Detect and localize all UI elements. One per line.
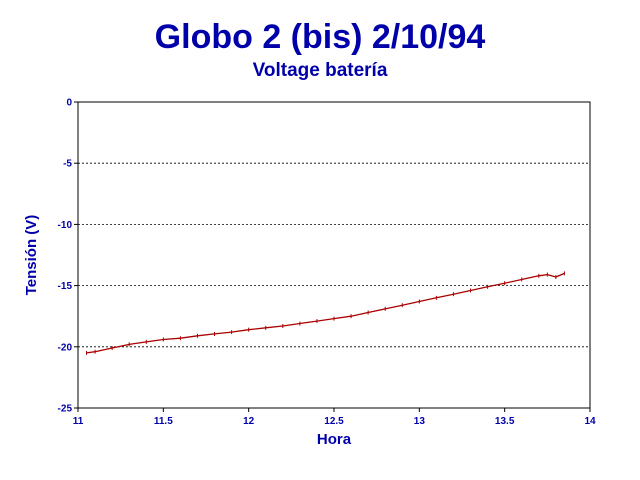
y-tick-label: -15 xyxy=(58,281,73,292)
x-axis-label: Hora xyxy=(317,431,352,448)
x-tick-label: 12 xyxy=(243,416,255,427)
x-tick-label: 13 xyxy=(414,416,426,427)
y-tick-label: -20 xyxy=(58,342,73,353)
y-axis-label: Tensión (V) xyxy=(23,215,40,296)
chart-title: Globo 2 (bis) 2/10/94 xyxy=(154,18,486,56)
x-tick-label: 12.5 xyxy=(324,416,344,427)
x-tick-label: 11 xyxy=(73,416,84,427)
y-tick-label: -5 xyxy=(63,159,72,170)
chart-subtitle: Voltage batería xyxy=(252,60,388,81)
y-tick-label: -10 xyxy=(58,220,73,231)
x-tick-label: 14 xyxy=(584,416,596,427)
x-tick-label: 13.5 xyxy=(495,416,515,427)
y-tick-label: 0 xyxy=(66,98,72,109)
y-tick-label: -25 xyxy=(58,404,73,415)
x-tick-label: 11.5 xyxy=(154,416,173,427)
plot-area xyxy=(77,101,591,409)
